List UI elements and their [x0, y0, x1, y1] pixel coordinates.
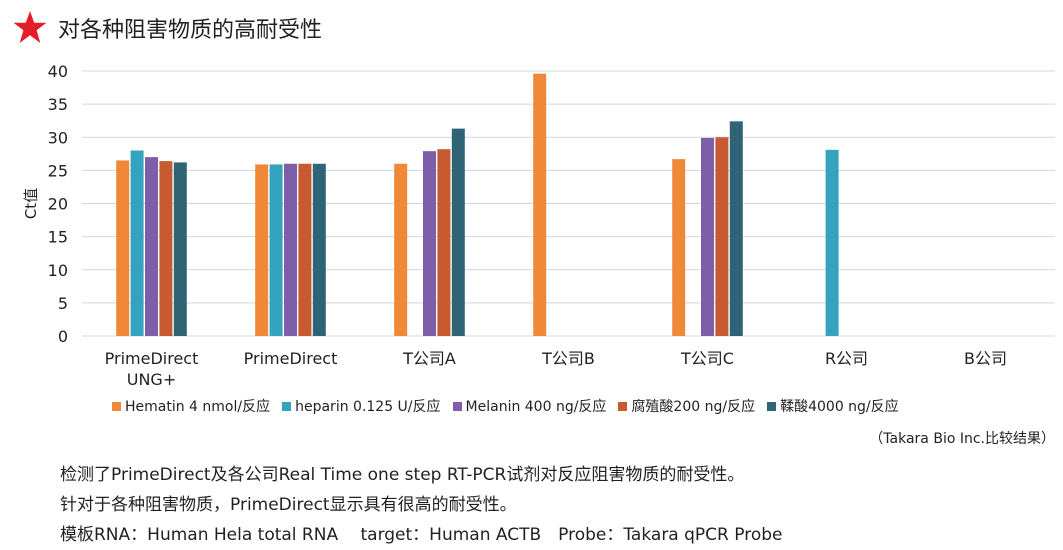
bar [298, 163, 312, 336]
bar [116, 160, 130, 336]
legend-swatch [767, 401, 777, 411]
legend-label: Hematin 4 nmol/反应 [125, 399, 271, 415]
bar [533, 73, 547, 337]
legend-swatch [452, 401, 462, 411]
legend-label: 鞣酸4000 ng/反应 [780, 399, 899, 415]
note-line: 检测了PrimeDirect及各公司Real Time one step RT-… [60, 465, 745, 485]
bar [269, 164, 283, 336]
y-tick-label: 30 [48, 128, 68, 147]
y-tick-label: 25 [48, 161, 68, 180]
description-notes: 检测了PrimeDirect及各公司Real Time one step RT-… [60, 460, 782, 550]
bar [145, 157, 158, 336]
x-tick-label: R公司 [825, 349, 868, 368]
x-tick-label: T公司B [541, 349, 595, 368]
bar [451, 128, 465, 336]
legend-item: Melanin 400 ng/反应 [452, 396, 607, 416]
chart-legend: Hematin 4 nmol/反应 heparin 0.125 U/反应 Melan… [112, 396, 911, 416]
x-tick-label: T公司C [680, 349, 734, 368]
x-tick-label: T公司A [402, 349, 456, 368]
bar [394, 163, 408, 336]
bar [715, 137, 729, 336]
note-line: 针对于各种阻害物质，PrimeDirect显示具有很高的耐受性。 [60, 495, 517, 515]
bar-chart: 0 5 10 15 20 25 30 35 40 Ct值 PrimeDirect UNG+ PrimeD… [22, 62, 1055, 389]
legend-label: Melanin 400 ng/反应 [465, 399, 607, 415]
legend-swatch [282, 401, 292, 411]
y-tick-label: 10 [48, 261, 68, 280]
legend-item: Hematin 4 nmol/反应 [112, 396, 270, 416]
bar [255, 164, 269, 336]
bar [130, 150, 144, 336]
legend-label: heparin 0.125 U/反应 [295, 399, 441, 415]
bar [701, 137, 714, 336]
bar [312, 163, 326, 336]
bar [672, 159, 686, 336]
bar [825, 149, 839, 336]
bar [284, 163, 297, 336]
x-tick-label: PrimeDirect [244, 349, 338, 368]
x-tick-label: UNG+ [127, 370, 176, 389]
legend-item: heparin 0.125 U/反应 [282, 396, 441, 416]
y-tick-label: 35 [48, 95, 68, 114]
bar [423, 151, 436, 336]
bar [729, 121, 743, 336]
y-tick-label: 20 [48, 195, 68, 214]
legend-item: 鞣酸4000 ng/反应 [767, 396, 899, 416]
legend-label: 腐殖酸200 ng/反应 [631, 399, 756, 415]
header: 对各种阻害物质的高耐受性 [12, 8, 322, 48]
bar [159, 161, 173, 336]
legend-swatch [618, 401, 628, 411]
star-icon [13, 11, 47, 43]
source-note: （Takara Bio Inc.比较结果） [869, 431, 1055, 447]
y-tick-label: 40 [48, 62, 68, 81]
bar [173, 162, 187, 336]
bar [437, 149, 451, 336]
y-tick-label: 5 [58, 294, 68, 313]
legend-item: 腐殖酸200 ng/反应 [618, 396, 755, 416]
x-tick-label: B公司 [964, 349, 1007, 368]
x-tick-label: PrimeDirect [105, 349, 199, 368]
y-tick-label: 15 [48, 228, 68, 247]
y-tick-label: 0 [58, 327, 68, 346]
note-line: 模板RNA：Human Hela total RNA target：Human … [60, 525, 783, 545]
legend-swatch [112, 401, 121, 411]
y-axis-label: Ct值 [22, 188, 40, 219]
page-title: 对各种阻害物质的高耐受性 [58, 18, 323, 43]
